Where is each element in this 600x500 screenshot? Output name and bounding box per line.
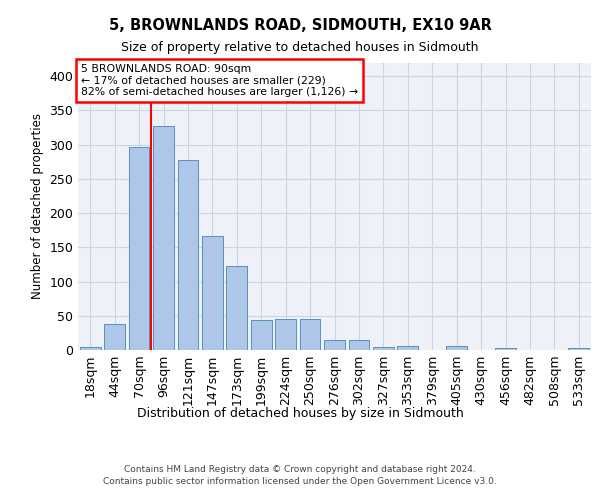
Bar: [275, 318, 296, 350]
Text: 5 BROWNLANDS ROAD: 90sqm
← 17% of detached houses are smaller (229)
82% of semi-: 5 BROWNLANDS ROAD: 90sqm ← 17% of detach…: [80, 64, 358, 97]
Text: Contains public sector information licensed under the Open Government Licence v3: Contains public sector information licen…: [103, 478, 497, 486]
Bar: [324, 340, 345, 350]
Bar: [349, 340, 370, 350]
Bar: [178, 160, 199, 350]
Text: 5, BROWNLANDS ROAD, SIDMOUTH, EX10 9AR: 5, BROWNLANDS ROAD, SIDMOUTH, EX10 9AR: [109, 18, 491, 32]
Bar: [104, 324, 125, 350]
Text: Size of property relative to detached houses in Sidmouth: Size of property relative to detached ho…: [121, 41, 479, 54]
Text: Contains HM Land Registry data © Crown copyright and database right 2024.: Contains HM Land Registry data © Crown c…: [124, 465, 476, 474]
Y-axis label: Number of detached properties: Number of detached properties: [31, 114, 44, 299]
Bar: [299, 318, 320, 350]
Bar: [495, 348, 516, 350]
Bar: [153, 126, 174, 350]
Bar: [251, 320, 272, 350]
Bar: [202, 236, 223, 350]
Bar: [568, 348, 589, 350]
Bar: [128, 146, 149, 350]
Bar: [397, 346, 418, 350]
Text: Distribution of detached houses by size in Sidmouth: Distribution of detached houses by size …: [137, 408, 463, 420]
Bar: [226, 266, 247, 350]
Bar: [80, 348, 101, 350]
Bar: [373, 346, 394, 350]
Bar: [446, 346, 467, 350]
